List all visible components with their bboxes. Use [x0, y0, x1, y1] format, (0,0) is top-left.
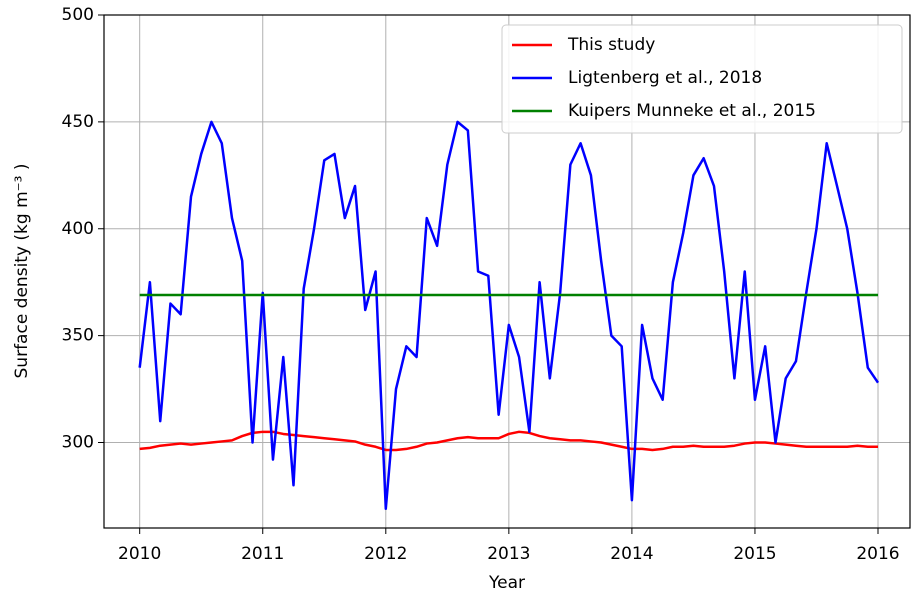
legend-box [501, 24, 903, 134]
x-axis-label: Year [488, 573, 525, 593]
x-tick-label: 2011 [241, 544, 284, 564]
series-line [138, 120, 880, 511]
x-tick-label: 2012 [364, 544, 407, 564]
x-tick-label: 2016 [856, 544, 899, 564]
y-tick-label: 350 [62, 326, 94, 346]
x-tick-label: 2014 [610, 544, 653, 564]
x-tick-label: 2013 [487, 544, 530, 564]
y-tick-label: 400 [62, 219, 94, 239]
x-tick-label: 2010 [118, 544, 161, 564]
y-tick-label: 500 [62, 5, 94, 25]
legend-label: Kuipers Munneke et al., 2015 [568, 101, 816, 121]
plot-frame [103, 14, 911, 529]
legend-label: This study [567, 35, 655, 55]
y-tick-label: 450 [62, 112, 94, 132]
y-axis-label: Surface density (kg m⁻³ ) [12, 164, 32, 379]
x-tick-label: 2015 [733, 544, 776, 564]
y-tick-label: 300 [62, 433, 94, 453]
legend-label: Ligtenberg et al., 2018 [568, 68, 762, 88]
series-line [139, 430, 879, 452]
